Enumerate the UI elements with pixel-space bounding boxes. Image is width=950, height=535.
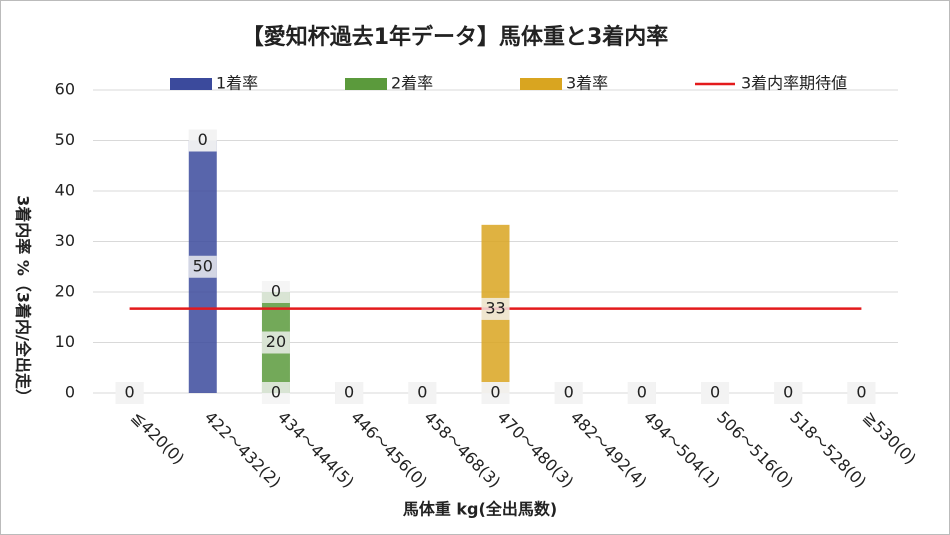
legend-label: 3着率 — [566, 74, 608, 93]
data-label: 0 — [198, 130, 208, 149]
data-label-bg — [554, 382, 583, 404]
data-label: 0 — [564, 383, 574, 402]
data-label: 33 — [485, 298, 505, 317]
x-axis-title: 馬体重 kg(全出馬数) — [403, 500, 557, 519]
y-tick-label: 30 — [55, 231, 75, 250]
legend-label: 1着率 — [216, 74, 258, 93]
data-label: 0 — [710, 383, 720, 402]
data-label: 50 — [193, 256, 213, 275]
legend-label: 2着率 — [391, 74, 433, 93]
y-axis-title: 3着内率 %（3着内/全出走） — [14, 195, 33, 405]
data-label: 0 — [271, 383, 281, 402]
data-label-bg — [261, 281, 290, 303]
data-label-bg — [701, 382, 730, 404]
y-tick-label: 50 — [55, 130, 75, 149]
legend-swatch — [520, 78, 562, 90]
data-label-bg — [627, 382, 656, 404]
data-label: 0 — [124, 383, 134, 402]
data-label-bg — [188, 255, 217, 278]
y-tick-label: 20 — [55, 282, 75, 301]
data-label-bg — [261, 382, 290, 404]
data-label-bg — [408, 382, 437, 404]
data-label-bg — [335, 382, 364, 404]
data-label-bg — [774, 382, 803, 404]
data-label: 0 — [490, 383, 500, 402]
y-tick-label: 10 — [55, 332, 75, 351]
data-label: 0 — [637, 383, 647, 402]
data-label-bg — [481, 297, 510, 320]
legend-swatch — [345, 78, 387, 90]
y-tick-label: 40 — [55, 181, 75, 200]
data-label-bg — [481, 382, 510, 404]
data-label-bg — [261, 331, 290, 354]
data-label: 0 — [417, 383, 427, 402]
data-label: 0 — [271, 282, 281, 301]
data-label: 0 — [344, 383, 354, 402]
data-label: 0 — [783, 383, 793, 402]
data-label-bg — [115, 382, 144, 404]
chart-title: 【愛知杯過去1年データ】馬体重と3着内率 — [242, 24, 669, 50]
data-label-bg — [188, 129, 217, 152]
data-label: 20 — [266, 332, 286, 351]
legend-swatch — [170, 78, 212, 90]
data-label-bg — [847, 382, 876, 404]
y-tick-label: 0 — [65, 383, 75, 402]
legend-label: 3着内率期待値 — [741, 74, 847, 93]
y-tick-label: 60 — [55, 80, 75, 99]
data-label: 0 — [856, 383, 866, 402]
